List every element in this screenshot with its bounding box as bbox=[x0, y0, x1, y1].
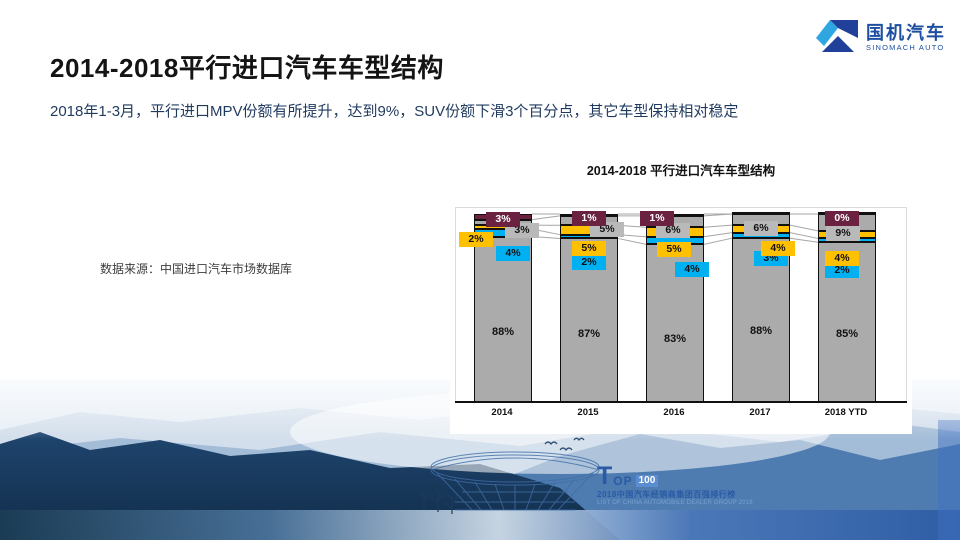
data-label-gray-large-bottom: 83% bbox=[663, 332, 687, 345]
data-label-maroon: 0% bbox=[825, 210, 859, 226]
x-axis-label-2018 YTD: 2018 YTD bbox=[824, 407, 868, 418]
badge-letters-op: OP bbox=[613, 474, 633, 488]
data-label-yellow: 5% bbox=[657, 241, 691, 257]
chart-plot-area: 88% 4% 2% 3% 3% 87% 2% 5% 5% 1% 83% 4% 5% 6% 1% 88% 3% 4%… bbox=[455, 207, 907, 402]
segment-gray-large-bottom bbox=[474, 236, 532, 402]
data-label-yellow: 4% bbox=[761, 240, 795, 256]
badge-title-cn: 2018中国汽车经销商集团百强排行榜 bbox=[597, 490, 736, 499]
data-label-gray-small: 9% bbox=[826, 225, 860, 241]
badge-title-en: LIST OF CHINA AUTOMOBILE DEALER GROUP 20… bbox=[597, 500, 753, 506]
badge-number-100: 100 bbox=[635, 475, 659, 487]
x-axis-label-2017: 2017 bbox=[749, 407, 771, 418]
segment-maroon bbox=[732, 212, 790, 214]
stacked-bar-2018 YTD: 85% 2% 4% 9% 0% bbox=[818, 210, 876, 402]
data-label-gray-large-bottom: 87% bbox=[577, 327, 601, 340]
data-label-gray-large-bottom: 88% bbox=[491, 325, 515, 338]
data-label-gray-small: 6% bbox=[656, 222, 690, 238]
stacked-bar-2014: 88% 4% 2% 3% 3% bbox=[459, 211, 539, 402]
top100-badge: T OP 100 2018中国汽车经销商集团百强排行榜 LIST OF CHIN… bbox=[597, 462, 753, 507]
tree-silhouettes bbox=[417, 483, 459, 514]
stacked-bar-chart: 2014-2018 平行进口汽车车型结构 88% 4% 2% 3% 3% 87% 2% 5% 5… bbox=[450, 158, 912, 434]
data-label-maroon: 1% bbox=[572, 210, 606, 226]
stacked-bar-2016: 83% 4% 5% 6% 1% bbox=[640, 210, 709, 402]
logo-name-cn: 国机汽车 bbox=[866, 23, 946, 44]
right-edge-glow bbox=[938, 420, 960, 540]
data-label-yellow: 2% bbox=[459, 231, 493, 247]
x-axis-label-2015: 2015 bbox=[577, 407, 599, 418]
data-label-blue: 4% bbox=[496, 245, 530, 261]
data-label-maroon: 1% bbox=[640, 210, 674, 226]
x-axis-line bbox=[455, 401, 907, 403]
segment-gray-large-bottom bbox=[560, 238, 618, 402]
foreground-band bbox=[0, 510, 960, 540]
chart-title: 2014-2018 平行进口汽车车型结构 bbox=[586, 164, 776, 178]
slide-subtitle: 2018年1-3月，平行进口MPV份额有所提升，达到9%，SUV份额下滑3个百分… bbox=[50, 103, 739, 120]
stacked-bar-2015: 87% 2% 5% 5% 1% bbox=[560, 210, 624, 402]
data-source-note: 数据来源：中国进口汽车市场数据库 bbox=[100, 262, 293, 276]
segment-blue bbox=[560, 234, 618, 239]
x-axis-label-2016: 2016 bbox=[663, 407, 685, 418]
data-label-gray-large-bottom: 88% bbox=[749, 324, 773, 337]
data-label-blue: 4% bbox=[675, 261, 709, 277]
data-label-yellow: 4% bbox=[825, 250, 859, 266]
badge-letter-t: T bbox=[597, 462, 613, 490]
data-label-gray-small: 6% bbox=[744, 220, 778, 236]
birds-icon bbox=[544, 437, 585, 451]
data-label-maroon: 3% bbox=[486, 211, 520, 227]
x-axis-label-2014: 2014 bbox=[491, 407, 513, 418]
data-label-blue: 2% bbox=[825, 262, 859, 278]
logo-name-en: SINOMACH AUTO bbox=[866, 43, 945, 53]
data-label-yellow: 5% bbox=[572, 240, 606, 256]
dome-building-sketch bbox=[430, 451, 600, 511]
company-logo: 国机汽车 SINOMACH AUTO bbox=[816, 16, 946, 61]
page-title: 2014-2018平行进口汽车车型结构 bbox=[50, 53, 444, 83]
data-label-blue: 2% bbox=[572, 254, 606, 270]
data-label-gray-large-bottom: 85% bbox=[835, 327, 859, 340]
sinomach-logo-icon bbox=[816, 16, 860, 61]
